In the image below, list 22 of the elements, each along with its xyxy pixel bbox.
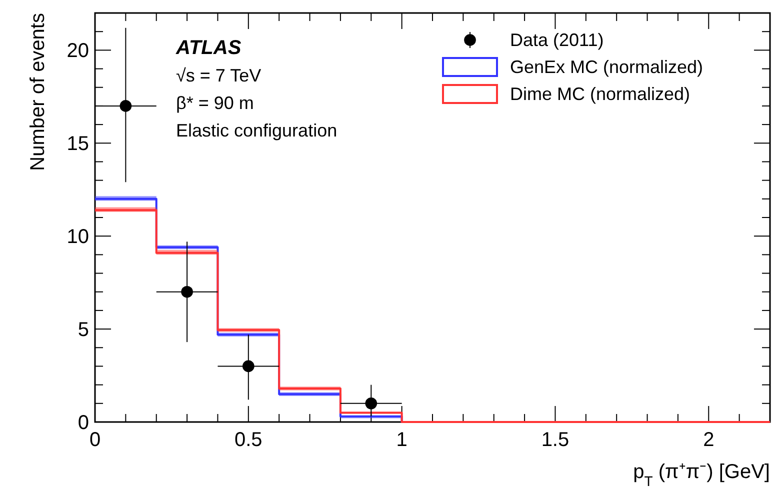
y-tick-label: 20 (66, 40, 89, 62)
point (242, 360, 254, 372)
legend-label: GenEx MC (normalized) (510, 57, 704, 77)
annotation: ATLAS (175, 37, 242, 59)
point (365, 398, 378, 410)
x-tick-label: 1.5 (541, 429, 570, 451)
legend-label: Dime MC (normalized) (510, 84, 690, 104)
y-tick-label: 0 (78, 412, 89, 434)
annotation: Elastic configuration (176, 120, 338, 140)
legend-label: Data (2011) (510, 30, 604, 50)
point (181, 286, 193, 298)
y-tick-label: 5 (78, 319, 89, 342)
annotation: β* = 90 m (176, 93, 254, 113)
y-tick-label: 10 (66, 226, 89, 248)
x-axis-title: p$_{T}$ (π⁺π⁻) [GeV] (633, 461, 770, 489)
annotation: √s = 7 TeV (176, 66, 262, 86)
y-tick-label: 15 (66, 133, 89, 156)
y-axis-title: Number of events (27, 13, 49, 171)
point (120, 100, 132, 112)
x-tick-label: 2 (703, 429, 714, 451)
x-tick-label: 0.5 (234, 429, 262, 451)
x-tick-label: 1 (396, 429, 408, 451)
